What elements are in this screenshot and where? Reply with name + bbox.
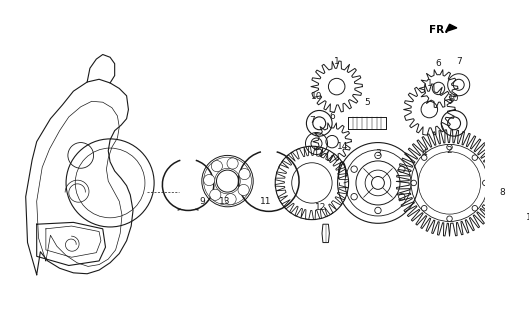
Polygon shape [446, 24, 457, 32]
Text: 1: 1 [334, 57, 340, 67]
Text: 5: 5 [364, 98, 370, 107]
Circle shape [204, 174, 215, 186]
Text: 3: 3 [375, 149, 381, 158]
Circle shape [482, 180, 488, 186]
Circle shape [375, 207, 381, 214]
Circle shape [225, 194, 236, 205]
Circle shape [422, 155, 427, 160]
Circle shape [398, 166, 405, 172]
Circle shape [447, 216, 452, 221]
Circle shape [238, 184, 249, 196]
Text: 7: 7 [456, 57, 462, 67]
Text: 10: 10 [311, 92, 322, 101]
Text: FR.: FR. [430, 25, 449, 35]
Text: 14: 14 [336, 142, 348, 151]
Text: 8: 8 [500, 188, 506, 197]
Text: 13: 13 [526, 213, 529, 222]
Circle shape [239, 169, 250, 180]
Circle shape [211, 161, 223, 172]
Text: 9: 9 [199, 197, 205, 206]
Text: 6: 6 [329, 112, 335, 122]
Circle shape [496, 206, 506, 215]
Bar [348, 117, 386, 129]
Circle shape [447, 144, 452, 150]
Text: 10: 10 [449, 94, 460, 103]
Circle shape [351, 194, 358, 200]
Circle shape [411, 180, 416, 186]
Circle shape [227, 158, 238, 169]
Text: 6: 6 [436, 59, 441, 68]
Circle shape [209, 189, 221, 200]
Circle shape [519, 251, 529, 261]
Circle shape [514, 239, 524, 248]
Text: 1: 1 [426, 79, 432, 88]
Circle shape [351, 166, 358, 172]
Circle shape [375, 152, 381, 159]
Text: 4: 4 [422, 149, 427, 158]
Text: 13: 13 [219, 197, 231, 206]
Circle shape [398, 194, 405, 200]
Text: 2: 2 [446, 147, 452, 156]
Polygon shape [322, 224, 330, 243]
Text: 12: 12 [315, 203, 327, 212]
Circle shape [472, 205, 478, 211]
Text: 11: 11 [260, 197, 272, 206]
Text: 7: 7 [309, 116, 315, 125]
Circle shape [422, 205, 427, 211]
Circle shape [521, 227, 529, 236]
Circle shape [472, 155, 478, 160]
